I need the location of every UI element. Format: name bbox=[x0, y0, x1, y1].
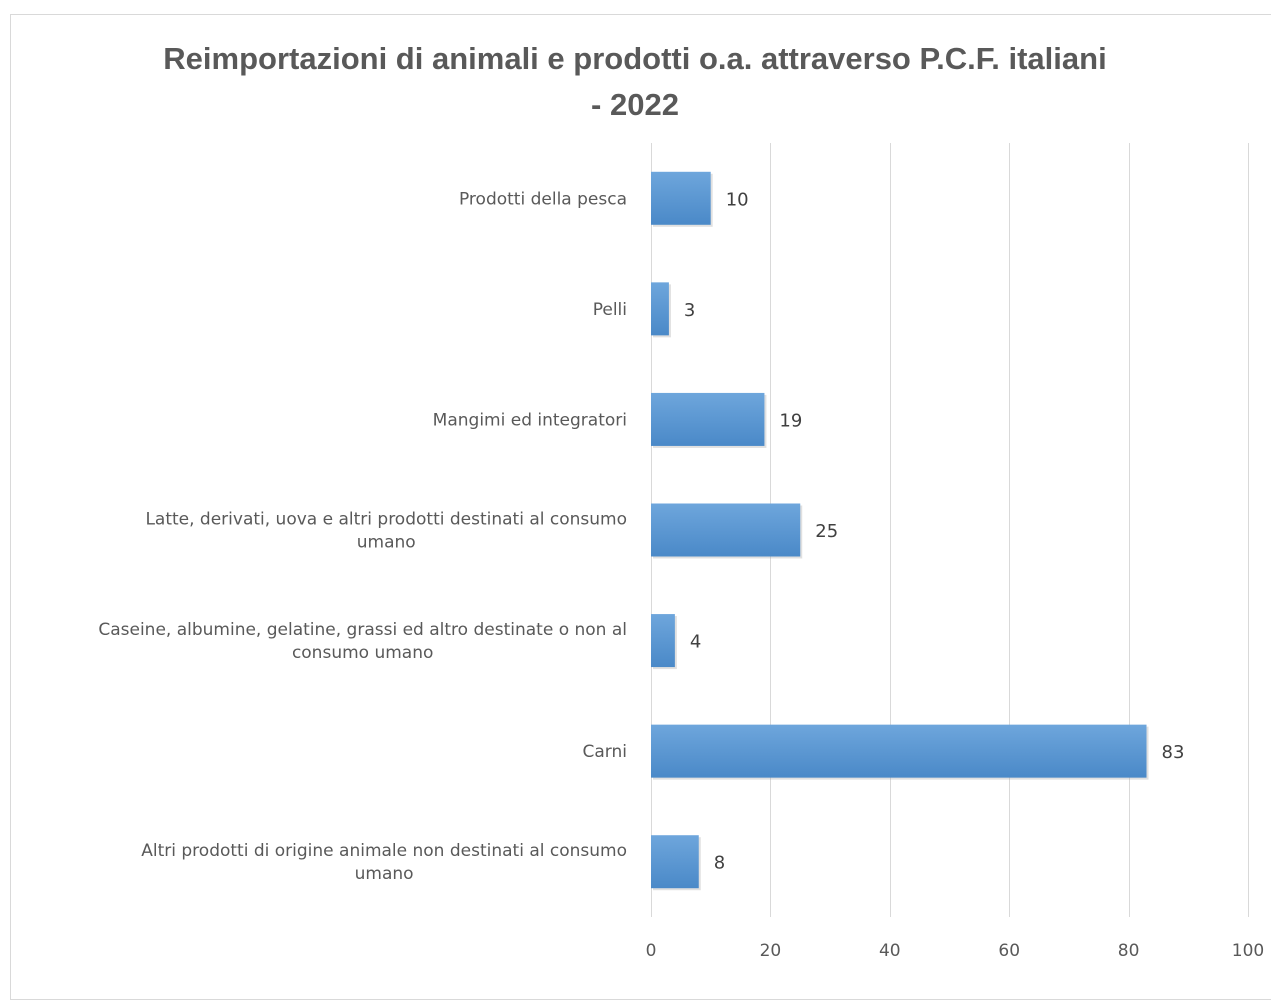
category-label-5: Carni bbox=[583, 742, 627, 762]
category-label-line: Caseine, albumine, gelatine, grassi ed a… bbox=[98, 620, 627, 640]
category-label-line: Pelli bbox=[593, 300, 627, 320]
category-label-line: umano bbox=[355, 864, 414, 884]
category-label-line: Latte, derivati, uova e altri prodotti d… bbox=[145, 510, 627, 530]
category-label-line: Prodotti della pesca bbox=[459, 189, 627, 209]
x-tick-label-100: 100 bbox=[1232, 941, 1264, 961]
data-label-1: 3 bbox=[684, 300, 695, 321]
data-label-3: 25 bbox=[815, 521, 838, 542]
category-label-line: umano bbox=[357, 533, 416, 553]
category-label-0: Prodotti della pesca bbox=[459, 189, 627, 209]
x-tick-label-40: 40 bbox=[879, 941, 901, 961]
x-tick-label-60: 60 bbox=[998, 941, 1020, 961]
chart-frame bbox=[10, 14, 1271, 1000]
data-label-0: 10 bbox=[726, 189, 749, 210]
data-label-2: 19 bbox=[779, 410, 802, 431]
category-label-line: Mangimi ed integratori bbox=[433, 410, 627, 430]
data-labels: 10 3 19 25 4 83 8 bbox=[684, 189, 1185, 873]
x-tick-label-20: 20 bbox=[760, 941, 782, 961]
chart-title-line-1: Reimportazioni di animali e prodotti o.a… bbox=[163, 41, 1107, 76]
x-tick-label-0: 0 bbox=[646, 941, 657, 961]
data-label-6: 8 bbox=[714, 853, 725, 874]
category-label-2: Mangimi ed integratori bbox=[433, 410, 627, 430]
category-labels: Prodotti della pesca Pelli Mangimi ed inte… bbox=[98, 189, 627, 884]
data-label-5: 83 bbox=[1162, 742, 1185, 763]
category-label-line: Altri prodotti di origine animale non de… bbox=[141, 841, 627, 861]
category-label-line: Carni bbox=[583, 742, 627, 762]
bar-4 bbox=[651, 614, 675, 668]
category-label-3: Latte, derivati, uova e altri prodotti d… bbox=[145, 510, 627, 553]
bars bbox=[651, 171, 1149, 891]
data-label-4: 4 bbox=[690, 632, 701, 653]
gridlines bbox=[651, 143, 1249, 917]
bar-1 bbox=[651, 282, 669, 336]
bar-0 bbox=[651, 171, 711, 225]
bar-6 bbox=[651, 835, 699, 889]
category-label-4: Caseine, albumine, gelatine, grassi ed a… bbox=[98, 620, 627, 663]
category-label-line: consumo umano bbox=[292, 643, 433, 663]
chart-title: Reimportazioni di animali e prodotti o.a… bbox=[60, 36, 1210, 128]
bar-2 bbox=[651, 392, 765, 446]
chart-title-line-2: - 2022 bbox=[591, 87, 679, 122]
bar-5 bbox=[651, 724, 1147, 778]
x-tick-label-80: 80 bbox=[1118, 941, 1140, 961]
x-axis-ticks: 0 20 40 60 80 100 bbox=[646, 941, 1265, 961]
category-label-1: Pelli bbox=[593, 300, 627, 320]
bar-3 bbox=[651, 503, 801, 557]
category-label-6: Altri prodotti di origine animale non de… bbox=[141, 841, 627, 884]
